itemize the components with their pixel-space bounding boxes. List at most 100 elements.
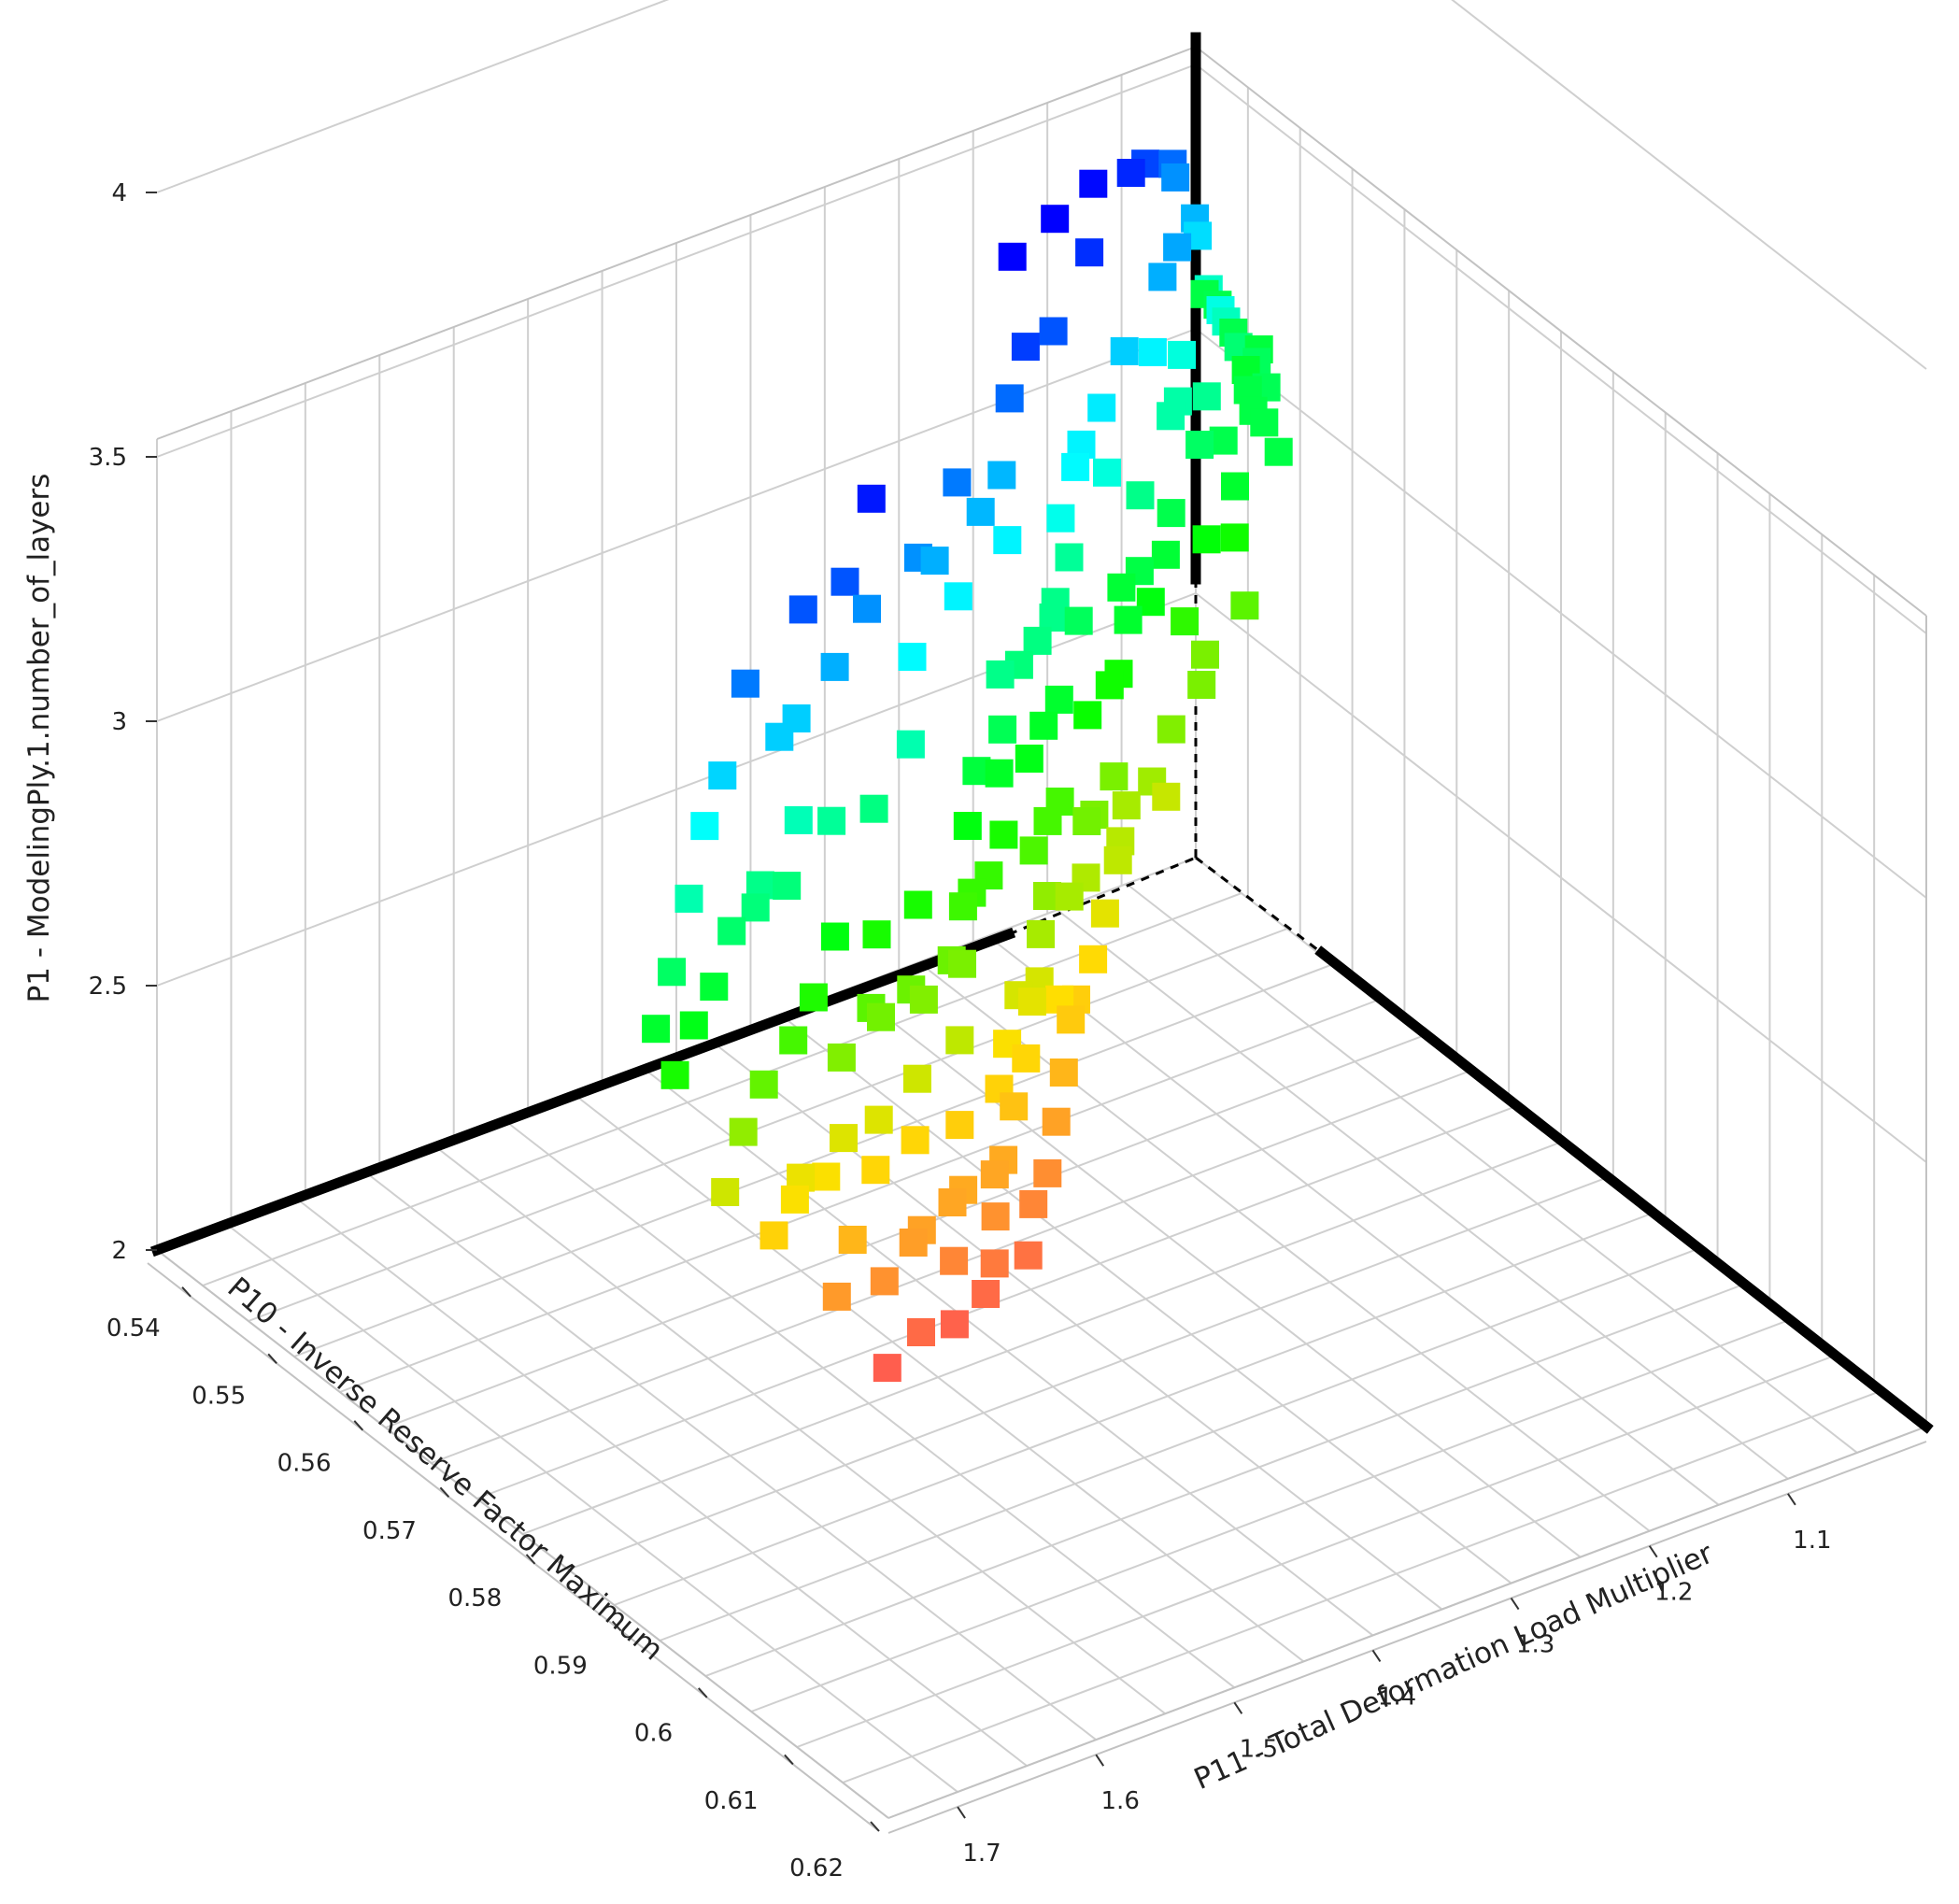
floor-grid-line [641,1066,1374,1637]
data-point [780,1185,809,1214]
data-point [749,1070,778,1099]
data-point [1114,605,1143,634]
floor-grid-line [294,1197,1028,1767]
data-point [1057,1005,1086,1034]
z-tick-label: 2.5 [89,973,127,1001]
data-point [853,594,881,623]
data-point [948,892,977,921]
data-point [1046,504,1075,533]
floor-grid-line [522,1141,1562,1535]
data-point [943,468,972,497]
data-point [980,1249,1009,1278]
y-tick-label: 1.4 [1378,1683,1416,1711]
data-point [731,669,759,698]
data-point [679,1011,708,1040]
data-point [1157,499,1185,528]
data-point [989,820,1018,849]
data-point [1152,782,1181,811]
data-point [986,660,1015,689]
x-tick-axis [147,1262,880,1832]
data-point [1100,762,1129,791]
data-points [642,149,1293,1383]
data-point [1042,1107,1071,1136]
data-point [902,1064,931,1093]
data-point [830,567,859,596]
x-tickmark [870,1821,880,1832]
data-point [1192,382,1221,411]
data-point [1116,159,1145,187]
y-tickmark [1371,1649,1382,1663]
z-tick-label: 3.5 [89,444,127,472]
data-point [1230,591,1259,620]
data-point [830,1124,858,1153]
data-point [953,812,982,840]
data-point [873,1354,901,1383]
data-point [966,497,995,526]
data-point [1079,169,1108,198]
floor-grid-line [710,1040,1443,1611]
data-point [1161,163,1190,192]
floor-grid-line [917,961,1651,1532]
data-point [784,805,813,834]
x-tick-label: 0.58 [447,1584,502,1613]
grid-line [1195,592,1927,1163]
data-point [1029,711,1058,740]
data-point [820,652,849,681]
data-point [988,715,1017,744]
y-tick-label: 1.3 [1516,1631,1554,1659]
x-tick-label: 0.6 [634,1720,673,1748]
data-point [864,1105,893,1134]
data-point [1103,845,1132,874]
data-point [1157,715,1185,744]
data-point [838,1226,867,1254]
data-point [717,916,746,945]
data-point [1110,336,1139,365]
floor-grid-line [503,1118,1235,1689]
data-point [998,242,1027,271]
data-point [1163,233,1192,262]
data-point [981,1202,1010,1231]
x-tickmark [784,1754,794,1766]
x-tick-label: 0.59 [533,1652,588,1680]
data-point [945,1111,974,1140]
z-tick-label: 4 [111,179,127,207]
floor-grid-line [433,1144,1166,1715]
floor-grid-line [779,1014,1512,1584]
data-point [1033,1158,1062,1187]
data-point [898,643,927,671]
data-point [972,1280,1001,1308]
data-point [1095,671,1124,700]
data-point [1112,791,1141,820]
data-point [773,872,802,901]
y-tick-axis [887,1441,1927,1834]
data-point [907,1318,935,1346]
data-point [822,1282,851,1311]
z-tick-labels: 2 2.5 3 3.5 4 [89,179,157,1265]
data-point [1049,1059,1078,1087]
data-point [1138,337,1167,366]
data-point [1087,393,1116,422]
data-point [1221,472,1249,501]
y-tickmark [1510,1598,1520,1611]
data-point [1171,607,1200,636]
data-point [1014,1241,1043,1270]
x-tickmark [525,1554,536,1565]
data-point [1079,945,1108,973]
data-point [944,582,972,611]
data-point [759,1221,788,1250]
data-point [940,1310,969,1339]
data-point [1027,919,1055,948]
data-point [1072,807,1101,835]
data-point [899,1229,928,1257]
grid-line [1451,0,1927,370]
data-point [1011,333,1040,362]
x-tick-labels: 0.54 0.55 0.56 0.57 0.58 0.59 0.6 0.61 0.62 [106,1286,880,1883]
y-axis-label: P11 - Total Deformation Load Multiplier [1189,1537,1718,1797]
data-point [1220,523,1249,552]
data-point [1264,437,1293,466]
data-point [1061,452,1090,481]
data-point [861,1156,890,1185]
data-point [1019,1189,1048,1218]
data-point [827,1043,856,1072]
data-point [1157,402,1185,431]
